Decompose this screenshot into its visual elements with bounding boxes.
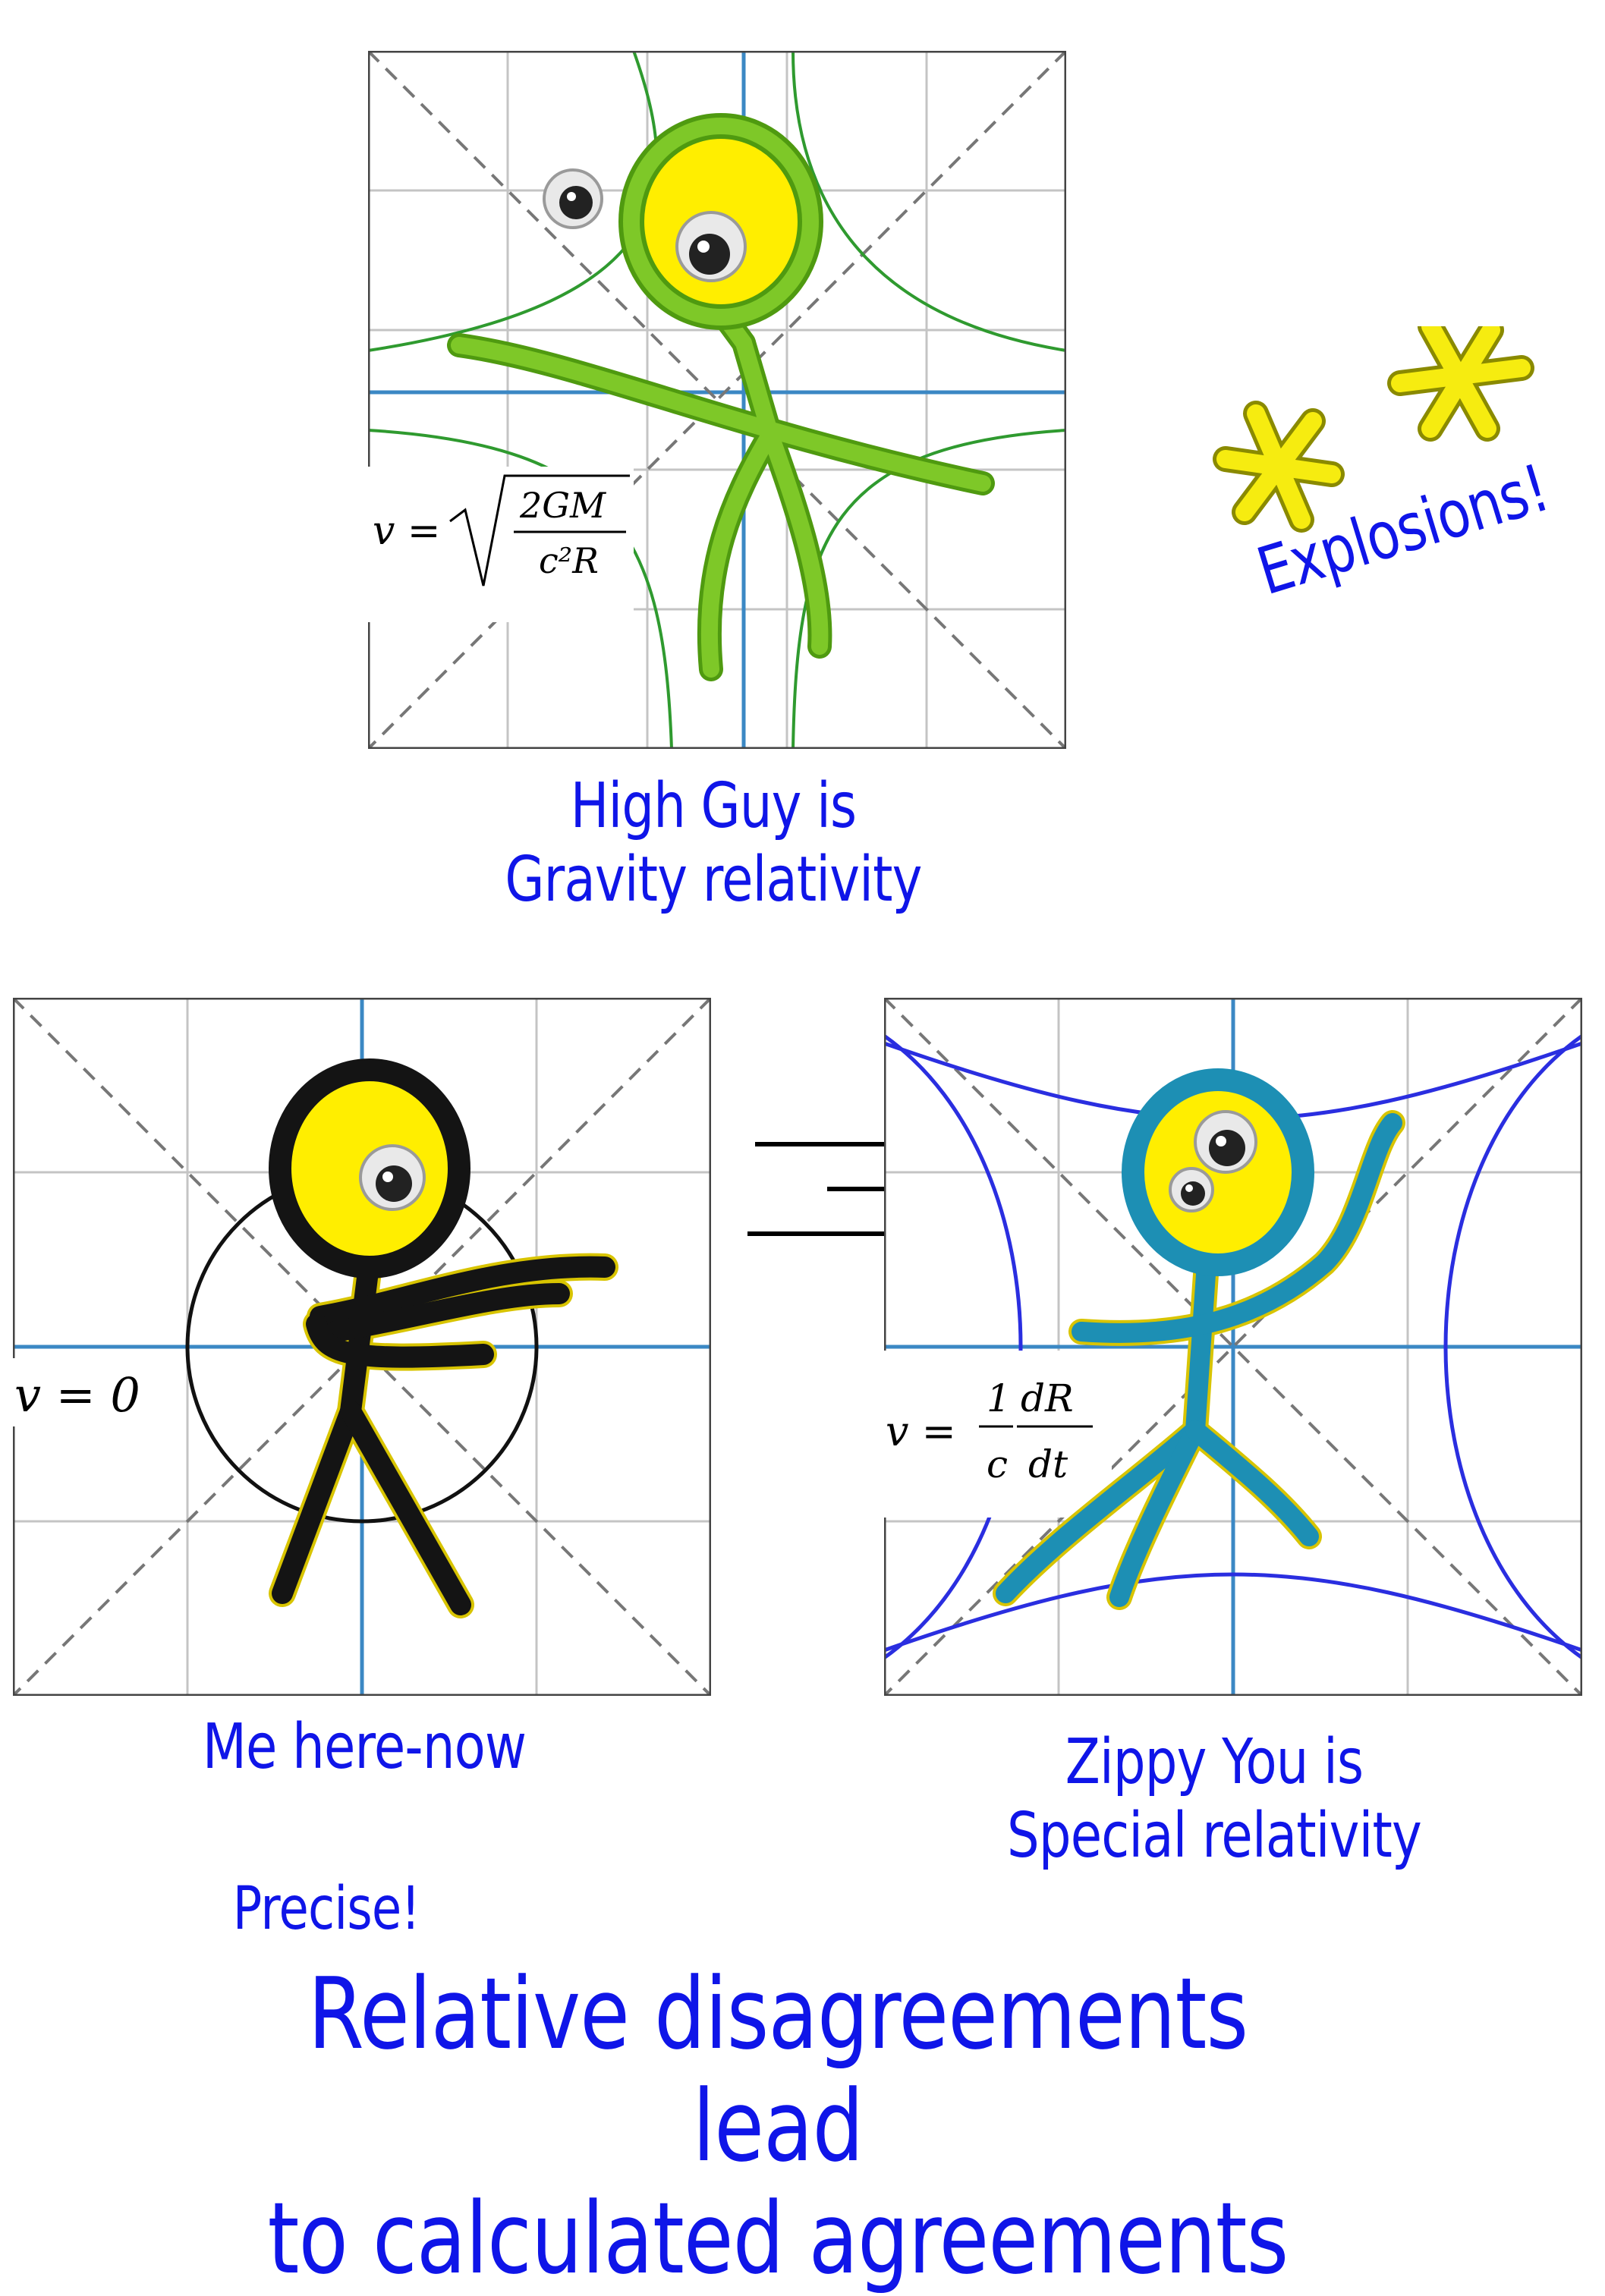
- equation-frac1-den: c: [987, 1442, 1008, 1486]
- rest-velocity-equation: v = 0: [13, 1358, 176, 1426]
- equation-frac2-num: dR: [1021, 1376, 1074, 1420]
- special-velocity-equation: v = 1 c dR dt: [884, 1351, 1112, 1518]
- equation-denominator: c²R: [539, 540, 599, 581]
- gravity-spacetime-panel: v = 2GM c²R: [368, 51, 1066, 749]
- googly-eye-icon: [1169, 1167, 1214, 1212]
- special-relativity-panel: v = 1 c dR dt: [884, 998, 1582, 1696]
- rest-frame-panel: v = 0: [13, 998, 711, 1696]
- rest-frame-diagram: v = 0: [13, 998, 711, 1696]
- googly-eye-icon: [543, 168, 603, 229]
- gravity-velocity-equation: v = 2GM c²R: [368, 467, 634, 622]
- black-pipe-cleaner-stick-figure: [269, 1058, 618, 1618]
- precise-label: Precise!: [232, 1875, 420, 1943]
- headline: Relative disagreements lead to calculate…: [267, 1956, 1289, 2296]
- googly-eye-icon: [1194, 1110, 1257, 1174]
- green-pipe-cleaner-stick-figure: [447, 113, 995, 681]
- explosions-group: Explosions!: [1184, 326, 1594, 645]
- equation-numerator: 2GM: [519, 485, 607, 526]
- equation-lhs: v =: [886, 1407, 956, 1455]
- rest-frame-caption: Me here-now: [202, 1711, 527, 1783]
- equation-text: v = 0: [14, 1367, 140, 1423]
- equation-frac1-num: 1: [987, 1376, 1011, 1420]
- equation-frac2-den: dt: [1028, 1442, 1068, 1486]
- special-relativity-caption: Zippy You is Special relativity: [1007, 1726, 1422, 1872]
- special-hyperbolas: [884, 1033, 1582, 1660]
- special-relativity-diagram: v = 1 c dR dt: [884, 998, 1582, 1696]
- light-cone-lines: [884, 998, 1582, 1696]
- light-cone-lines: [368, 51, 1066, 749]
- googly-eye-icon: [359, 1144, 426, 1211]
- gravity-caption: High Guy is Gravity relativity: [505, 770, 922, 916]
- light-cone-lines: [13, 998, 711, 1696]
- googly-eye-icon: [675, 211, 747, 282]
- equation-lhs: v =: [373, 508, 440, 554]
- gravity-spacetime-diagram: v = 2GM c²R: [368, 51, 1066, 749]
- teal-pipe-cleaner-stick-figure: [993, 1068, 1405, 1610]
- yellow-asterisk-explosion-icon: [1213, 326, 1534, 533]
